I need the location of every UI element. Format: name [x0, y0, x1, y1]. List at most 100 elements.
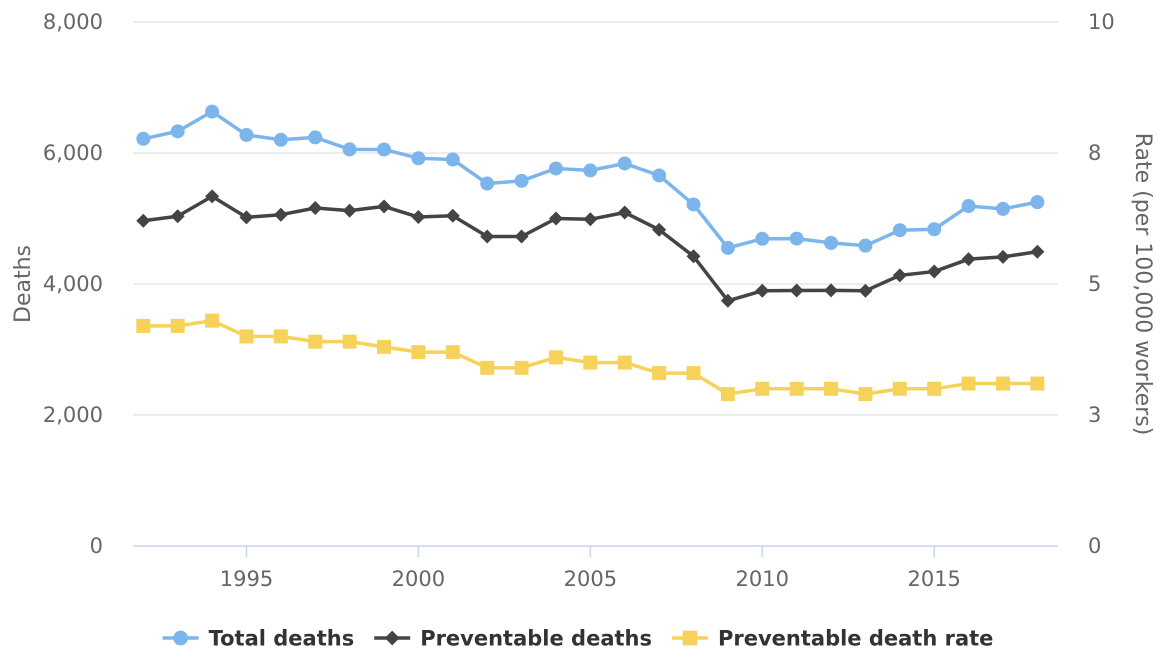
data-point — [377, 142, 392, 157]
data-point — [411, 345, 426, 360]
x-tick-label: 1995 — [220, 567, 273, 591]
data-point — [927, 381, 942, 396]
legend-item-preventable-death-rate: Preventable death rate — [671, 627, 993, 650]
y-left-tick-label: 4,000 — [43, 272, 103, 296]
data-point — [995, 376, 1010, 391]
data-point — [239, 210, 254, 225]
data-point — [652, 168, 667, 183]
data-point — [514, 229, 529, 244]
data-point — [308, 130, 323, 145]
data-point — [652, 222, 667, 237]
series-preventable-death-rate — [136, 313, 1045, 402]
data-point — [995, 201, 1010, 216]
data-point — [755, 231, 770, 246]
data-point — [927, 264, 942, 279]
data-point — [308, 201, 323, 216]
data-point — [205, 104, 220, 119]
data-point — [170, 318, 185, 333]
data-point — [1030, 195, 1045, 210]
data-point — [342, 334, 357, 349]
data-point — [789, 231, 804, 246]
axes: 0 2,000 4,000 6,000 8,000 0 3 5 8 10 1995 2000 2005 2… — [11, 10, 1155, 591]
data-point — [273, 329, 288, 344]
data-point — [205, 313, 220, 328]
data-point — [617, 205, 632, 220]
data-point — [170, 124, 185, 139]
legend-item-preventable-deaths: Preventable deaths — [374, 627, 652, 650]
data-point — [686, 197, 701, 212]
data-point — [136, 213, 151, 228]
y-left-tick-label: 0 — [90, 534, 103, 558]
data-point — [686, 249, 701, 264]
x-tick-label: 2015 — [907, 567, 960, 591]
data-point — [995, 249, 1010, 264]
data-point — [652, 366, 667, 381]
legend-marker — [384, 630, 400, 646]
data-point — [239, 329, 254, 344]
data-point — [377, 339, 392, 354]
x-tick-label: 2005 — [564, 567, 617, 591]
legend-marker — [173, 630, 188, 646]
y-right-tick-label: 8 — [1088, 141, 1101, 165]
data-point — [583, 163, 598, 178]
data-point — [892, 223, 907, 238]
y-right-tick-label: 10 — [1088, 10, 1115, 34]
y-right-tick-label: 0 — [1088, 534, 1101, 558]
legend-label: Total deaths — [209, 627, 355, 650]
data-point — [273, 207, 288, 222]
data-point — [858, 238, 873, 253]
data-point — [548, 211, 563, 226]
data-point — [858, 283, 873, 298]
legend: Total deaths Preventable deaths Preventabl… — [162, 627, 993, 650]
data-point — [927, 222, 942, 237]
y-right-tick-label: 3 — [1088, 403, 1101, 427]
series-preventable-deaths — [136, 189, 1045, 308]
y-left-axis-title: Deaths — [11, 245, 36, 323]
data-point — [720, 240, 735, 255]
data-point — [583, 212, 598, 227]
legend-label: Preventable death rate — [718, 627, 993, 650]
data-point — [377, 199, 392, 214]
data-point — [342, 203, 357, 218]
legend-item-total-deaths: Total deaths — [162, 627, 355, 650]
data-point — [136, 318, 151, 333]
data-point — [514, 173, 529, 188]
data-point — [445, 345, 460, 360]
x-tick-label: 2010 — [736, 567, 789, 591]
data-point — [755, 381, 770, 396]
y-left-tick-label: 2,000 — [43, 403, 103, 427]
data-point — [892, 381, 907, 396]
data-point — [892, 268, 907, 283]
y-left-tick-label: 8,000 — [43, 10, 103, 34]
legend-label: Preventable deaths — [420, 627, 652, 650]
data-point — [205, 189, 220, 204]
y-right-axis-title: Rate (per 100,000 workers) — [1130, 133, 1155, 436]
legend-marker — [682, 630, 698, 646]
data-point — [617, 156, 632, 171]
data-point — [445, 208, 460, 223]
data-point — [514, 360, 529, 375]
data-point — [445, 152, 460, 167]
data-point — [720, 387, 735, 402]
data-point — [480, 176, 495, 191]
data-point — [136, 131, 151, 146]
data-point — [961, 376, 976, 391]
data-point — [170, 209, 185, 224]
data-point — [686, 366, 701, 381]
data-point — [961, 252, 976, 267]
data-point — [720, 293, 735, 308]
data-point — [342, 142, 357, 157]
gridlines — [133, 21, 1058, 547]
data-point — [858, 387, 873, 402]
data-point — [273, 132, 288, 147]
data-point — [755, 283, 770, 298]
data-point — [480, 229, 495, 244]
data-point — [411, 151, 426, 166]
data-point — [411, 210, 426, 225]
y-right-tick-label: 5 — [1088, 272, 1101, 296]
data-point — [583, 355, 598, 370]
data-point — [789, 381, 804, 396]
data-point — [239, 127, 254, 142]
